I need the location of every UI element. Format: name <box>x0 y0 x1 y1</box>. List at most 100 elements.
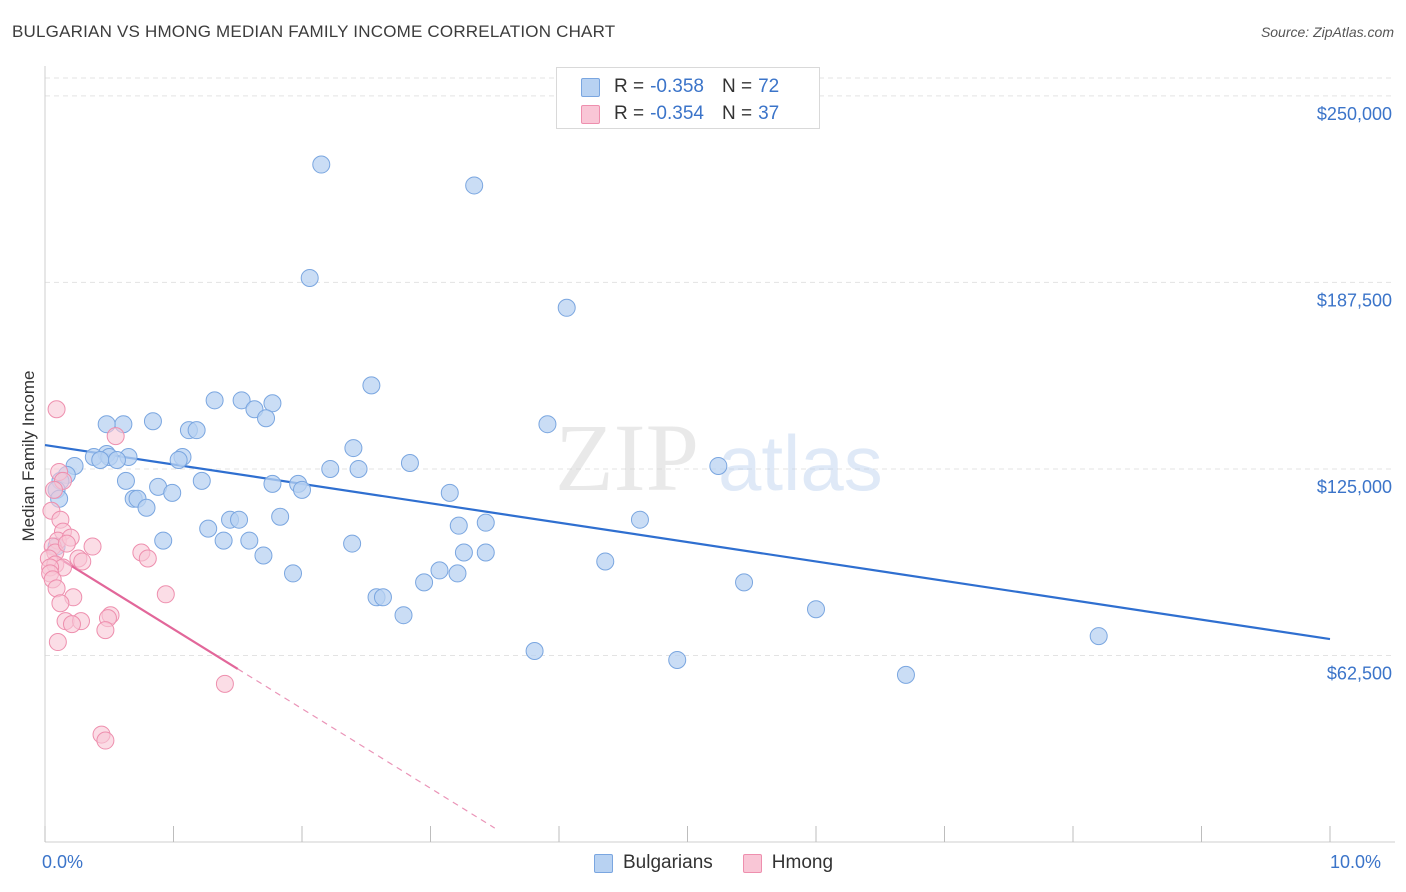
legend-label-hmong: Hmong <box>771 852 834 873</box>
bulgarians-point <box>430 561 449 580</box>
bulgarians-point <box>214 531 233 550</box>
hmong-point <box>57 534 76 553</box>
bulgarians-point <box>454 543 473 562</box>
hmong-point <box>47 400 66 419</box>
bulgarians-point <box>205 391 224 410</box>
bulgarians-point <box>343 534 362 553</box>
hmong-point <box>156 585 175 604</box>
legend-n-label: N = <box>721 103 753 124</box>
bulgarians-point <box>596 552 615 571</box>
axes <box>44 66 1395 843</box>
hmong-point <box>62 615 81 634</box>
y-tick-label: $62,500 <box>1327 663 1392 683</box>
bulgarians-point <box>137 498 156 517</box>
y-tick-label: $125,000 <box>1317 477 1392 497</box>
legend-row-hmong: R = -0.354 N = 37 <box>581 102 779 126</box>
legend-r-value: -0.358 <box>650 76 704 97</box>
watermark-atlas: atlas <box>718 419 883 507</box>
bulgarians-point <box>1089 627 1108 646</box>
legend-n-label: N = <box>721 76 753 97</box>
bulgarians-point <box>362 376 381 395</box>
bulgarians-point <box>293 480 311 499</box>
bulgarians-point <box>97 415 116 434</box>
bulgarians-point <box>538 415 557 434</box>
bulgarians-point <box>394 606 413 625</box>
hmong-point <box>215 674 234 693</box>
bulgarians-point <box>525 642 544 660</box>
source-credit: Source: ZipAtlas.com <box>1260 24 1394 40</box>
legend-swatch-bulgarians <box>594 853 613 873</box>
bulgarians-point <box>440 483 459 502</box>
bulgarians-point <box>415 573 434 592</box>
legend-row-bulgarians: R = -0.358 N = 72 <box>581 75 779 99</box>
x-tick-label-max: 10.0% <box>1330 852 1382 872</box>
bulgarians-point <box>735 573 754 592</box>
bulgarians-point <box>192 471 211 490</box>
hmong-trend-line <box>44 548 239 670</box>
gridlines <box>45 77 1395 656</box>
legend-item-hmong[interactable]: Hmong <box>742 852 834 874</box>
hmong-trend-extension <box>237 668 496 829</box>
bulgarians-point <box>91 451 110 469</box>
legend-r-value: -0.354 <box>650 103 704 124</box>
bulgarians-point <box>465 176 484 195</box>
bulgarians-point <box>349 459 368 478</box>
legend-item-bulgarians[interactable]: Bulgarians <box>594 852 713 874</box>
y-tick-label: $187,500 <box>1317 290 1392 310</box>
legend-n-value: 37 <box>758 103 780 124</box>
watermark-zip: ZIP <box>555 404 699 511</box>
bulgarians-point <box>254 546 273 565</box>
bulgarians-point <box>240 531 259 550</box>
stats-legend: R = -0.358 N = 72 R = -0.354 N = 37 <box>556 67 820 129</box>
series-legend: Bulgarians Hmong <box>594 852 863 874</box>
bulgarians-point <box>807 600 825 619</box>
watermark: ZIP atlas <box>555 404 883 511</box>
legend-swatch-hmong <box>742 853 762 873</box>
legend-r-label: R = <box>614 76 645 97</box>
bulgarians-point <box>257 409 276 428</box>
y-tick-labels: $62,500 $125,000 $187,500 $250,000 <box>1317 104 1392 684</box>
y-axis-label: Median Family Income <box>19 370 38 541</box>
hmong-point <box>73 552 92 571</box>
bulgarians-point <box>300 268 319 287</box>
bulgarians-point <box>271 507 290 526</box>
hmong-points <box>39 400 234 750</box>
bulgarians-point <box>154 531 173 550</box>
chart-title: BULGARIAN VS HMONG MEDIAN FAMILY INCOME … <box>12 22 616 41</box>
bulgarians-point <box>476 543 495 562</box>
legend-swatch-blue <box>581 77 600 97</box>
hmong-point <box>83 537 102 556</box>
bulgarians-point <box>169 451 188 469</box>
bulgarians-trend-line <box>44 443 1331 641</box>
hmong-point <box>51 594 70 613</box>
x-tick-label-min: 0.0% <box>42 852 84 872</box>
hmong-point <box>47 579 66 598</box>
bulgarians-point <box>116 471 135 490</box>
bulgarians-point <box>230 510 249 529</box>
legend-swatch-pink <box>581 104 600 124</box>
trend-lines <box>44 443 1331 829</box>
bulgarians-point <box>107 451 126 469</box>
hmong-point <box>96 621 115 640</box>
bulgarians-point <box>284 564 303 583</box>
legend-label-bulgarians: Bulgarians <box>623 852 713 873</box>
bulgarians-point <box>448 564 467 583</box>
bulgarians-point <box>143 412 162 431</box>
y-tick-label: $250,000 <box>1317 104 1392 124</box>
bulgarians-point <box>187 421 206 440</box>
bulgarians-point <box>199 519 218 538</box>
legend-n-value: 72 <box>758 76 780 97</box>
bulgarians-point <box>476 513 495 532</box>
legend-r-label: R = <box>614 103 645 124</box>
bulgarians-point <box>630 510 649 529</box>
hmong-point <box>44 480 63 499</box>
bulgarians-point <box>709 456 728 475</box>
bulgarians-point <box>321 459 340 478</box>
bulgarians-point <box>163 483 182 502</box>
bulgarians-point <box>557 298 576 317</box>
bulgarians-point <box>668 650 687 669</box>
bulgarians-point <box>232 391 251 410</box>
hmong-point <box>106 427 125 446</box>
hmong-point <box>138 549 157 568</box>
